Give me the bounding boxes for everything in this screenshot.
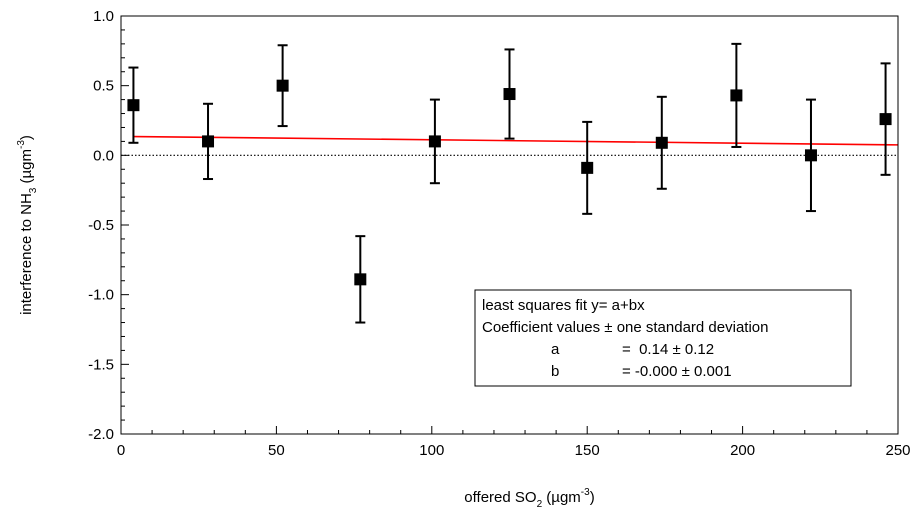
point-marker: [202, 135, 215, 148]
point-marker: [503, 88, 516, 101]
y-axis-title-subscript: 3: [28, 187, 39, 193]
point-marker: [581, 161, 594, 174]
fit-line: [133, 135, 899, 146]
legend-title: least squares fit y= a+bx: [482, 297, 645, 314]
data-point: [354, 235, 367, 324]
data-point: [127, 66, 140, 144]
y-tick-label: -1.5: [88, 356, 114, 373]
data-point: [730, 42, 743, 148]
y-tick-label: 1.0: [93, 8, 114, 25]
x-tick-label: 100: [419, 442, 444, 459]
legend-coef-a-name: a: [551, 341, 560, 358]
y-tick-label: 0.5: [93, 78, 114, 95]
data-point: [503, 48, 516, 140]
point-marker: [354, 273, 367, 286]
point-marker: [730, 89, 743, 102]
data-point: [276, 44, 289, 128]
x-tick-label: 150: [575, 442, 600, 459]
x-tick-label: 200: [730, 442, 755, 459]
data-point: [581, 120, 594, 215]
data-point: [879, 62, 892, 176]
point-marker: [127, 99, 140, 112]
legend-subtitle: Coefficient values ± one standard deviat…: [482, 319, 768, 336]
y-axis-title: interference to NH3 (µgm-3): [16, 135, 39, 315]
y-tick-label: -1.0: [88, 287, 114, 304]
x-axis-title-subscript: 2: [537, 499, 543, 510]
y-tick-label: -2.0: [88, 426, 114, 443]
data-point: [202, 102, 215, 181]
point-marker: [804, 149, 817, 162]
data-point: [655, 95, 668, 190]
x-tick-label: 0: [117, 442, 125, 459]
legend-coef-b-name: b: [551, 363, 559, 380]
legend-box: least squares fit y= a+bx Coefficient va…: [474, 289, 852, 387]
y-axis-title-superscript: -3: [16, 140, 27, 149]
point-marker: [276, 79, 289, 92]
legend-coef-a-value: = 0.14 ± 0.12: [622, 341, 714, 358]
data-point: [804, 98, 817, 213]
data-point: [428, 98, 441, 185]
point-marker: [655, 136, 668, 149]
point-marker: [428, 135, 441, 148]
x-axis-title-superscript: -3: [581, 487, 590, 498]
x-tick-label: 250: [885, 442, 910, 459]
x-tick-label: 50: [268, 442, 285, 459]
y-tick-label: 0.0: [93, 147, 114, 164]
point-marker: [879, 113, 892, 126]
y-tick-label: -0.5: [88, 217, 114, 234]
x-axis-title: offered SO2 (µgm-3): [464, 487, 594, 510]
legend-coef-b-value: = -0.000 ± 0.001: [622, 363, 732, 380]
